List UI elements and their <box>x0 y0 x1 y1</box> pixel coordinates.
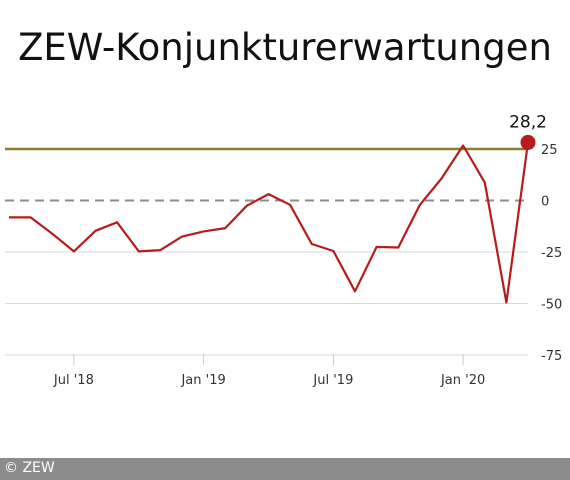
line-chart: 28,2 25 0 -25 -50 -75 Jul '18 Jan '19 Jul '19 Jan… <box>5 112 562 388</box>
series-line-path <box>9 142 530 304</box>
grid-lines <box>5 251 528 356</box>
y-tick-label: 0 <box>541 195 549 210</box>
last-value-label: 28,2 <box>509 112 547 132</box>
footer-bar: © ZEW <box>0 458 570 480</box>
series-line <box>9 134 536 304</box>
x-tick-label: Jan '19 <box>180 373 225 388</box>
reference-lines <box>5 147 528 202</box>
y-tick-label: -75 <box>541 349 562 364</box>
y-tick-label: 25 <box>541 143 558 158</box>
y-tick-label: -50 <box>541 298 562 313</box>
copyright-credit: © ZEW <box>4 460 55 476</box>
last-point-marker <box>520 134 536 150</box>
chart-title: ZEW-Konjunkturerwartungen <box>18 26 552 69</box>
x-tick-label: Jan '20 <box>440 373 485 388</box>
axis-labels: 28,2 25 0 -25 -50 -75 Jul '18 Jan '19 Jul '19 Jan… <box>53 112 562 388</box>
x-tick-label: Jul '18 <box>53 373 94 388</box>
x-axis <box>73 354 464 365</box>
x-tick-label: Jul '19 <box>312 373 353 388</box>
y-tick-label: -25 <box>541 246 562 261</box>
